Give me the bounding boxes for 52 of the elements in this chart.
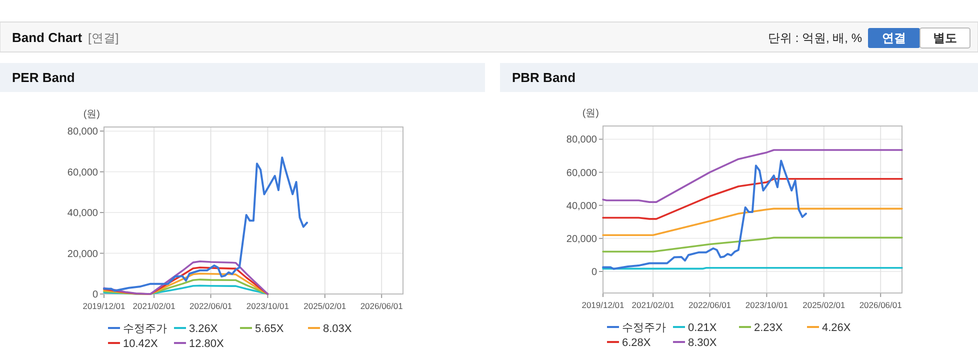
chart-title: PER Band [12,70,75,85]
x-tick-label: 2023/10/01 [246,301,290,311]
y-tick-label: 0 [591,267,598,278]
y-tick-label: 20,000 [67,248,98,260]
x-tick-label: 2021/02/01 [632,300,675,310]
x-tick-label: 2025/02/01 [802,300,846,310]
legend-label: 수정주가 [123,323,167,335]
chart-title: PBR Band [512,70,576,85]
x-tick-label: 2022/06/01 [688,300,732,310]
y-tick-label: 60,000 [67,167,98,178]
line-series [103,278,269,295]
line-series [602,160,807,270]
y-tick-label: 60,000 [566,168,598,179]
x-tick-label: 2026/06/01 [859,300,902,310]
y-tick-label: 0 [92,290,98,300]
line-series [103,272,269,295]
x-tick-label: 2023/10/01 [745,300,788,310]
legend-label: 4.26X [822,322,852,334]
legend-label: 6.28X [622,337,652,349]
line-series [602,178,903,220]
legend-label: 3.26X [189,323,218,335]
x-tick-label: 2025/02/01 [304,301,346,311]
y-tick-label: 80,000 [67,126,98,138]
line-series [103,156,308,292]
text: Band Chart [12,30,83,45]
x-tick-label: 2022/06/01 [189,301,232,311]
x-tick-label: 2026/06/01 [360,301,404,311]
line-series [602,236,903,253]
legend-label: 12.80X [189,338,225,350]
legend-label: 10.42X [123,338,159,350]
legend-label: 8.30X [688,337,718,349]
y-tick-label: 20,000 [566,234,598,245]
text: 별도 [933,31,957,45]
line-series [103,260,269,295]
y-tick-label: 40,000 [566,200,598,212]
y-axis-title: (원) [582,108,599,119]
text: 연결 [882,31,906,45]
y-tick-label: 40,000 [67,208,98,220]
x-tick-label: 2021/02/01 [132,301,176,311]
y-tick-label: 80,000 [566,134,598,146]
x-tick-label: 2019/12/01 [82,301,126,311]
text: 단위 : 억원, 배, % [768,31,862,45]
legend-label: 0.21X [688,322,718,334]
legend-label: 8.03X [323,323,352,335]
legend-label: 2.23X [754,322,784,334]
legend-label: 5.65X [255,323,284,335]
line-series [602,208,903,236]
legend-label: 수정주가 [622,322,666,334]
y-axis-title: (원) [83,109,100,120]
x-tick-label: 2019/12/01 [582,300,625,310]
line-series [602,149,903,203]
text: [연결] [88,31,119,45]
